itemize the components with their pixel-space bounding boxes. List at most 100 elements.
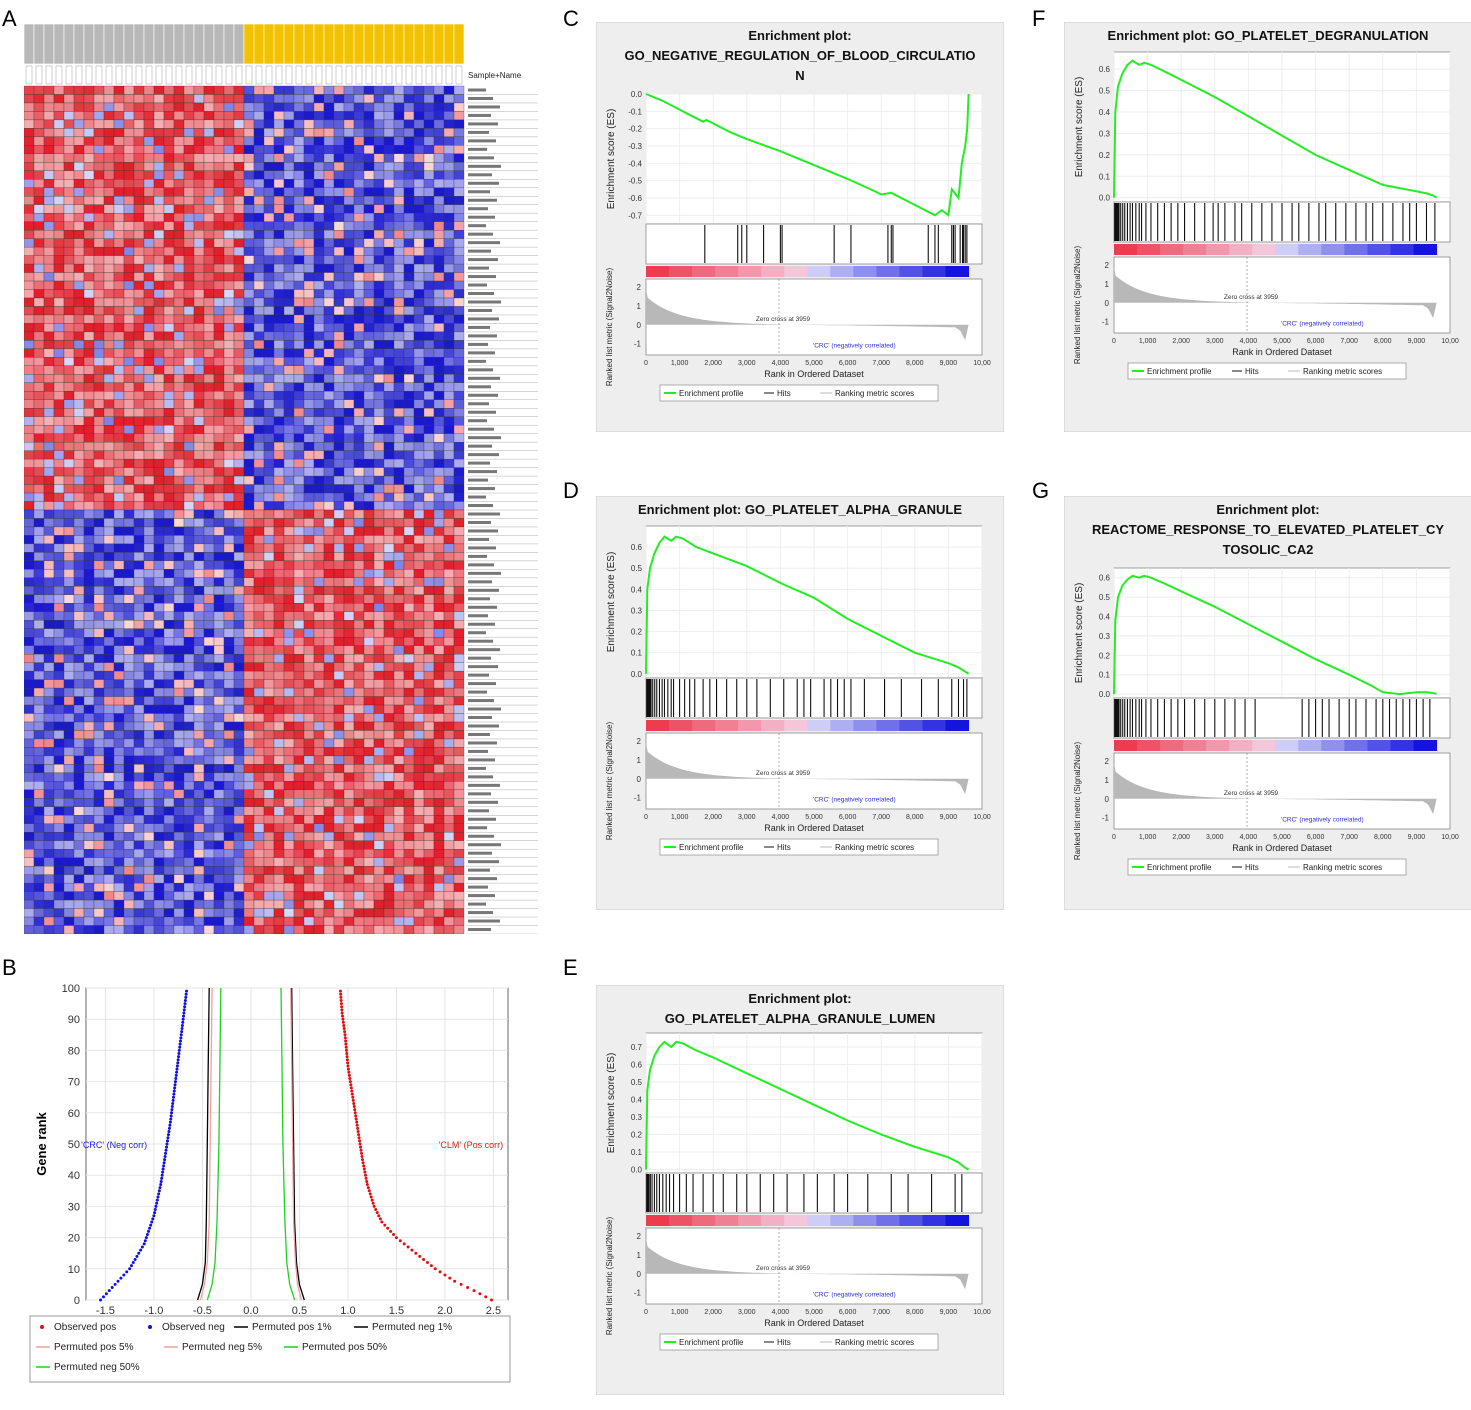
heatmap-cell: [83, 594, 95, 604]
heatmap-cell: [393, 111, 405, 121]
heatmap-cell: [403, 857, 415, 867]
heatmap-cell: [163, 442, 175, 451]
heatmap-cell: [423, 755, 435, 765]
heatmap-cell: [73, 323, 85, 333]
heatmap-cell: [283, 501, 295, 511]
heatmap-cell: [293, 153, 305, 163]
heatmap-cell: [343, 891, 355, 901]
heatmap-cell: [253, 781, 265, 790]
series-point: [172, 1092, 176, 1096]
heatmap-cell: [423, 442, 435, 451]
heatmap-cell: [173, 128, 185, 138]
heatmap-cell: [353, 866, 365, 875]
heatmap-cell: [413, 280, 425, 290]
heatmap-cell: [313, 492, 325, 502]
heatmap-cell: [253, 764, 265, 774]
heatmap-cell: [243, 450, 255, 460]
heatmap-cell: [213, 348, 225, 358]
heatmap-cell: [143, 560, 155, 570]
heatmap-cell: [43, 323, 55, 333]
heatmap-cell: [263, 586, 275, 595]
heatmap-cell: [443, 899, 455, 909]
series-point: [353, 1108, 357, 1112]
heatmap-cell: [313, 552, 325, 562]
heatmap-cell: [173, 577, 185, 587]
series-point: [104, 1292, 108, 1296]
heatmap-cell: [303, 670, 315, 680]
heatmap-cell: [223, 713, 235, 723]
heatmap-cell: [83, 153, 95, 163]
series-point: [155, 1201, 159, 1205]
heatmap-cell: [433, 128, 445, 138]
heatmap-cell: [193, 806, 205, 816]
heatmap-cell: [53, 306, 65, 316]
heatmap-cell: [83, 467, 95, 477]
heatmap-cell: [313, 509, 325, 519]
heatmap-cell: [24, 806, 35, 816]
heatmap-cell: [433, 382, 445, 392]
heatmap-cell: [163, 611, 175, 621]
heatmap-cell: [173, 713, 185, 723]
series-point: [357, 1133, 361, 1137]
heatmap-cell: [353, 874, 365, 884]
heatmap-cell: [133, 526, 145, 536]
heatmap-cell: [403, 552, 415, 562]
heatmap-cell: [223, 297, 235, 307]
heatmap-cell: [353, 704, 365, 714]
heatmap-cell: [73, 408, 85, 417]
heatmap-cell: [343, 458, 355, 468]
heatmap-cell: [453, 509, 465, 519]
heatmap-cell: [453, 654, 465, 663]
heatmap-cell: [333, 696, 345, 706]
heatmap-cell: [24, 662, 35, 672]
heatmap-cell: [333, 899, 345, 909]
heatmap-cell: [403, 866, 415, 875]
heatmap-cell: [153, 340, 165, 350]
heatmap-cell: [213, 798, 225, 807]
heatmap-cell: [363, 111, 375, 121]
heatmap-cell: [433, 263, 445, 273]
heatmap-cell: [453, 526, 465, 536]
heatmap-cell: [183, 704, 195, 714]
heatmap-cell: [333, 458, 345, 468]
heatmap-cell: [293, 204, 305, 214]
heatmap-cell: [333, 679, 345, 689]
heatmap-cell: [303, 357, 315, 366]
heatmap-cell: [273, 213, 285, 222]
heatmap-cell: [263, 730, 275, 740]
series-point: [344, 1042, 348, 1046]
heatmap-cell: [73, 552, 85, 562]
heatmap-cell: [363, 577, 375, 587]
heatmap-cell: [103, 111, 115, 121]
heatmap-cell: [393, 492, 405, 502]
heatmap-cell: [193, 263, 205, 273]
heatmap-cell: [113, 314, 125, 324]
heatmap-cell: [83, 416, 95, 426]
sample-header: [53, 23, 65, 65]
heatmap-cell: [193, 348, 205, 358]
heatmap-cell: [33, 238, 45, 248]
heatmap-cell: [33, 501, 45, 511]
heatmap-cell: [303, 475, 315, 485]
heatmap-cell: [143, 789, 155, 799]
heatmap-cell: [323, 492, 335, 502]
heatmap-cell: [433, 340, 445, 350]
heatmap-cell: [453, 730, 465, 740]
gene-label: [468, 224, 486, 228]
heatmap-cell: [143, 866, 155, 875]
heatmap-cell: [63, 654, 75, 663]
heatmap-cell: [43, 280, 55, 290]
heatmap-cell: [233, 111, 245, 121]
heatmap-cell: [133, 806, 145, 816]
heatmap-cell: [223, 85, 235, 95]
heatmap-cell: [323, 162, 335, 171]
heatmap-cell: [53, 620, 65, 629]
heatmap-cell: [153, 755, 165, 765]
heatmap-cell: [333, 781, 345, 790]
heatmap-cell: [123, 899, 135, 909]
heatmap-cell: [423, 543, 435, 553]
heatmap-cell: [453, 645, 465, 655]
series-point: [142, 1242, 146, 1246]
heatmap-cell: [53, 747, 65, 757]
heatmap-cell: [53, 526, 65, 536]
